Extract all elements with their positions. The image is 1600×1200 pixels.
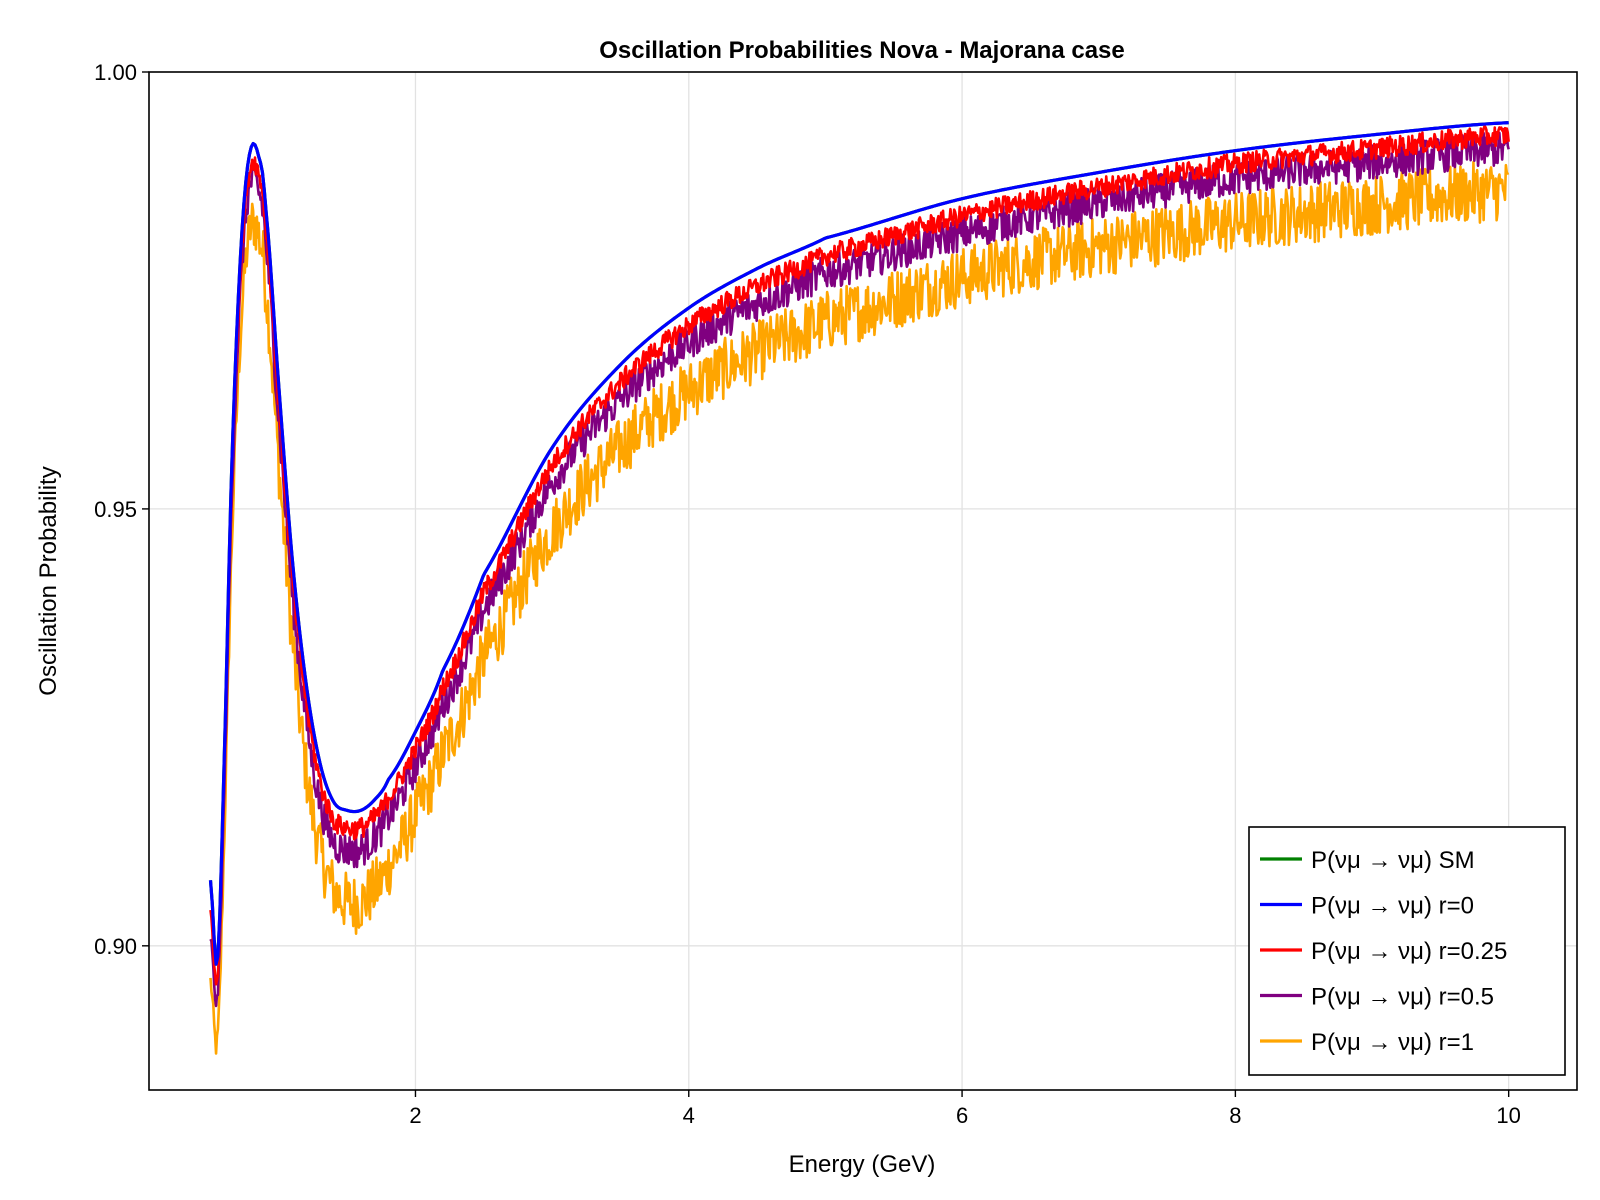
y-tick-label: 0.90 xyxy=(94,934,137,959)
chart-title: Oscillation Probabilities Nova - Majoran… xyxy=(599,37,1125,64)
series-line xyxy=(208,121,1509,966)
legend-entry-label: P(νμ → νμ) SM xyxy=(1311,847,1475,874)
legend: P(νμ → νμ) SM P(νμ → νμ) r=0 P(νμ → νμ) r=… xyxy=(1248,826,1566,1076)
x-tick-label: 6 xyxy=(956,1103,968,1128)
plot-frame xyxy=(148,71,1578,1091)
x-axis-label: Energy (GeV) xyxy=(789,1151,936,1178)
series-line xyxy=(209,124,1510,986)
y-tick-label: 1.00 xyxy=(94,60,137,85)
x-tick-label: 2 xyxy=(409,1103,421,1128)
series-line xyxy=(209,160,1510,1055)
legend-entry-label: P(νμ → νμ) r=1 xyxy=(1311,1029,1474,1056)
x-tick-label: 10 xyxy=(1496,1103,1520,1128)
legend-entry-label: P(νμ → νμ) r=0 xyxy=(1311,893,1474,920)
axis-ticks: 2 4 6 8 10 0.90 0.95 1.00 xyxy=(94,60,1521,1128)
legend-entry-label: P(νμ → νμ) r=0.25 xyxy=(1311,938,1507,965)
y-axis-label: Oscillation Probability xyxy=(35,466,62,695)
x-tick-label: 4 xyxy=(683,1103,695,1128)
series-layer xyxy=(208,121,1510,1055)
x-tick-label: 8 xyxy=(1229,1103,1241,1128)
legend-entry-label: P(νμ → νμ) r=0.5 xyxy=(1311,984,1494,1011)
y-tick-label: 0.95 xyxy=(94,497,137,522)
